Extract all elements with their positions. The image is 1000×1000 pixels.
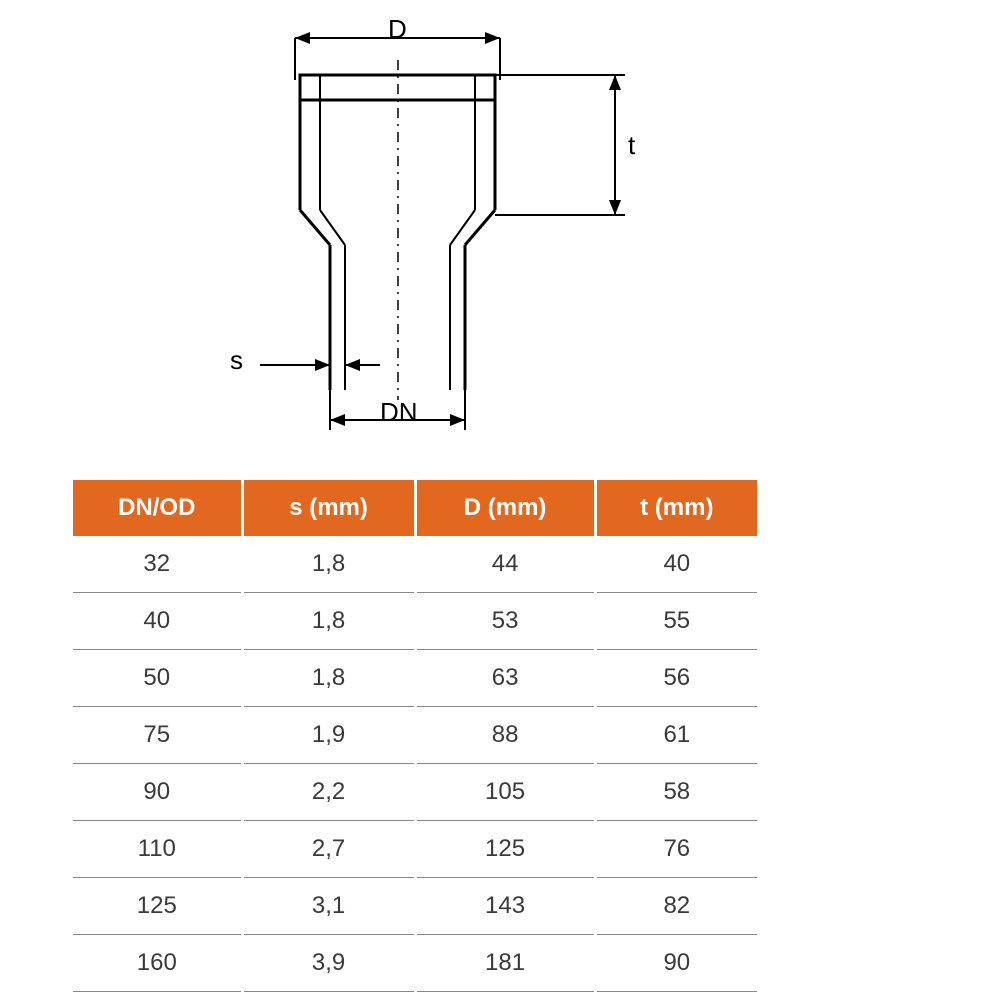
col-header: DN/OD xyxy=(73,480,241,536)
col-header: t (mm) xyxy=(597,480,757,536)
table-row: 1102,712576 xyxy=(73,821,757,878)
table-cell: 110 xyxy=(73,821,241,878)
table-cell: 82 xyxy=(597,878,757,935)
table-cell: 2,2 xyxy=(244,764,414,821)
label-D: D xyxy=(388,14,407,45)
table-row: 751,98861 xyxy=(73,707,757,764)
table-cell: 125 xyxy=(73,878,241,935)
table-cell: 1,8 xyxy=(244,536,414,593)
table-cell: 160 xyxy=(73,935,241,992)
table-cell: 3,1 xyxy=(244,878,414,935)
pipe-diagram: D t s DN xyxy=(170,20,730,440)
table-cell: 125 xyxy=(417,821,594,878)
table-cell: 88 xyxy=(417,707,594,764)
table-cell: 40 xyxy=(597,536,757,593)
table-cell: 2,7 xyxy=(244,821,414,878)
table-cell: 90 xyxy=(597,935,757,992)
table-cell: 1,9 xyxy=(244,707,414,764)
table-cell: 58 xyxy=(597,764,757,821)
table-cell: 32 xyxy=(73,536,241,593)
table-cell: 61 xyxy=(597,707,757,764)
table-cell: 53 xyxy=(417,593,594,650)
label-DN: DN xyxy=(380,397,418,428)
table-cell: 50 xyxy=(73,650,241,707)
table-cell: 181 xyxy=(417,935,594,992)
table-cell: 75 xyxy=(73,707,241,764)
table-row: 1253,114382 xyxy=(73,878,757,935)
table-row: 501,86356 xyxy=(73,650,757,707)
table-row: 321,84440 xyxy=(73,536,757,593)
table-cell: 143 xyxy=(417,878,594,935)
pipe-diagram-svg xyxy=(170,20,730,440)
table-row: 902,210558 xyxy=(73,764,757,821)
dimensions-table-container: DN/OD s (mm) D (mm) t (mm) 321,84440401,… xyxy=(70,480,760,992)
table-cell: 3,9 xyxy=(244,935,414,992)
table-cell: 105 xyxy=(417,764,594,821)
table-cell: 40 xyxy=(73,593,241,650)
table-header-row: DN/OD s (mm) D (mm) t (mm) xyxy=(73,480,757,536)
table-cell: 56 xyxy=(597,650,757,707)
table-row: 401,85355 xyxy=(73,593,757,650)
label-s: s xyxy=(230,345,243,376)
table-cell: 1,8 xyxy=(244,593,414,650)
dimensions-table: DN/OD s (mm) D (mm) t (mm) 321,84440401,… xyxy=(70,480,760,992)
table-cell: 63 xyxy=(417,650,594,707)
label-t: t xyxy=(628,130,635,161)
table-cell: 1,8 xyxy=(244,650,414,707)
col-header: s (mm) xyxy=(244,480,414,536)
table-cell: 55 xyxy=(597,593,757,650)
table-cell: 44 xyxy=(417,536,594,593)
table-cell: 76 xyxy=(597,821,757,878)
table-row: 1603,918190 xyxy=(73,935,757,992)
col-header: D (mm) xyxy=(417,480,594,536)
table-cell: 90 xyxy=(73,764,241,821)
